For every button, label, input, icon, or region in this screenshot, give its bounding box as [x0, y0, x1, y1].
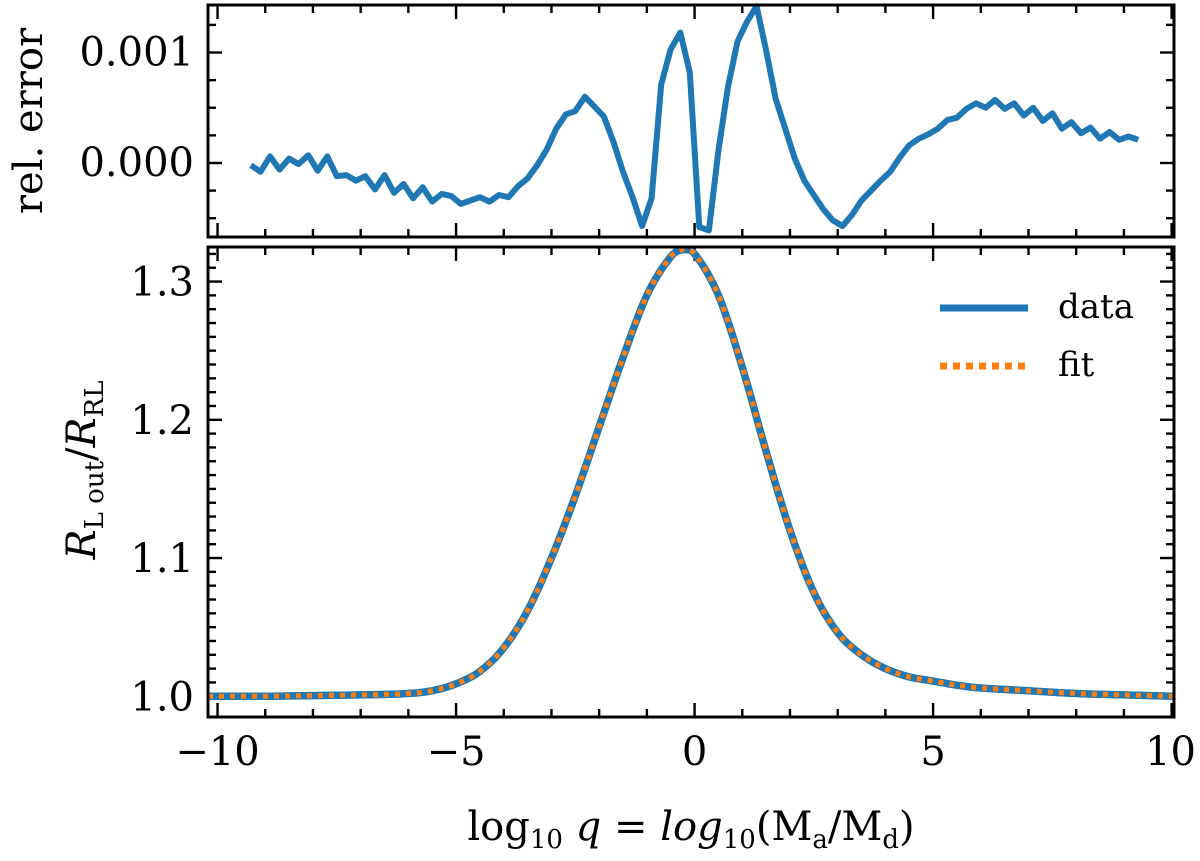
y-label-r2: R	[59, 417, 105, 448]
bottom-x-tick-labels: −10 −5 0 5 10	[175, 729, 1196, 775]
top-y-axis-label: rel. error	[6, 27, 52, 214]
x-label-close: )	[899, 804, 915, 850]
top-panel: 0.000 0.001 rel. error	[6, 3, 1176, 239]
x-label-sub10: 10	[530, 825, 563, 855]
x-label-log: log	[467, 804, 529, 850]
x-label-open: (M	[756, 804, 813, 850]
x-label-sub-d: d	[882, 825, 899, 855]
bottom-x-tick-label: 5	[920, 729, 945, 775]
y-label-sub2: RL	[80, 381, 110, 418]
bottom-y-tick-label: 1.0	[130, 674, 194, 720]
x-label-sub10b: 10	[723, 825, 756, 855]
rel-error-line	[249, 3, 1140, 234]
x-axis-label: log10 q = log10(Ma/Md)	[467, 804, 914, 855]
bottom-y-tick-label: 1.1	[130, 536, 194, 582]
bottom-y-axis-label: RL out/RRL	[59, 381, 110, 561]
top-y-tick-label: 0.000	[79, 140, 194, 186]
bottom-ticks	[208, 247, 1174, 717]
legend: data fit	[940, 287, 1134, 385]
data-line	[206, 245, 1176, 701]
bottom-panel: 1.01.11.21.3 −10 −5 0 5 10 data fit RL out/R…	[59, 245, 1196, 855]
bottom-panel-frame	[206, 245, 1176, 719]
top-panel-frame	[206, 3, 1176, 239]
x-label-sub-a: a	[812, 825, 828, 855]
y-label-sub1: L out	[80, 460, 110, 529]
bottom-y-tick-label: 1.3	[130, 260, 194, 306]
bottom-x-tick-label: −10	[175, 729, 259, 775]
legend-data-label: data	[1058, 287, 1134, 327]
bottom-x-tick-label: −5	[427, 729, 486, 775]
top-y-tick-label: 0.001	[79, 30, 194, 76]
x-label-q: q = log	[563, 804, 723, 850]
fit-line	[207, 247, 1175, 699]
legend-fit-label: fit	[1058, 345, 1095, 385]
bottom-y-tick-labels: 1.0 1.1 1.2 1.3	[130, 260, 194, 721]
bottom-x-tick-label: 0	[682, 729, 707, 775]
y-label-r1: R	[59, 529, 105, 560]
top-y-tick-labels: 0.000 0.001	[79, 30, 194, 186]
bottom-x-tick-label: 10	[1145, 729, 1196, 775]
x-label-slash: /M	[828, 804, 882, 850]
y-label-slash: /	[59, 447, 105, 461]
bottom-y-tick-label: 1.2	[130, 398, 194, 444]
